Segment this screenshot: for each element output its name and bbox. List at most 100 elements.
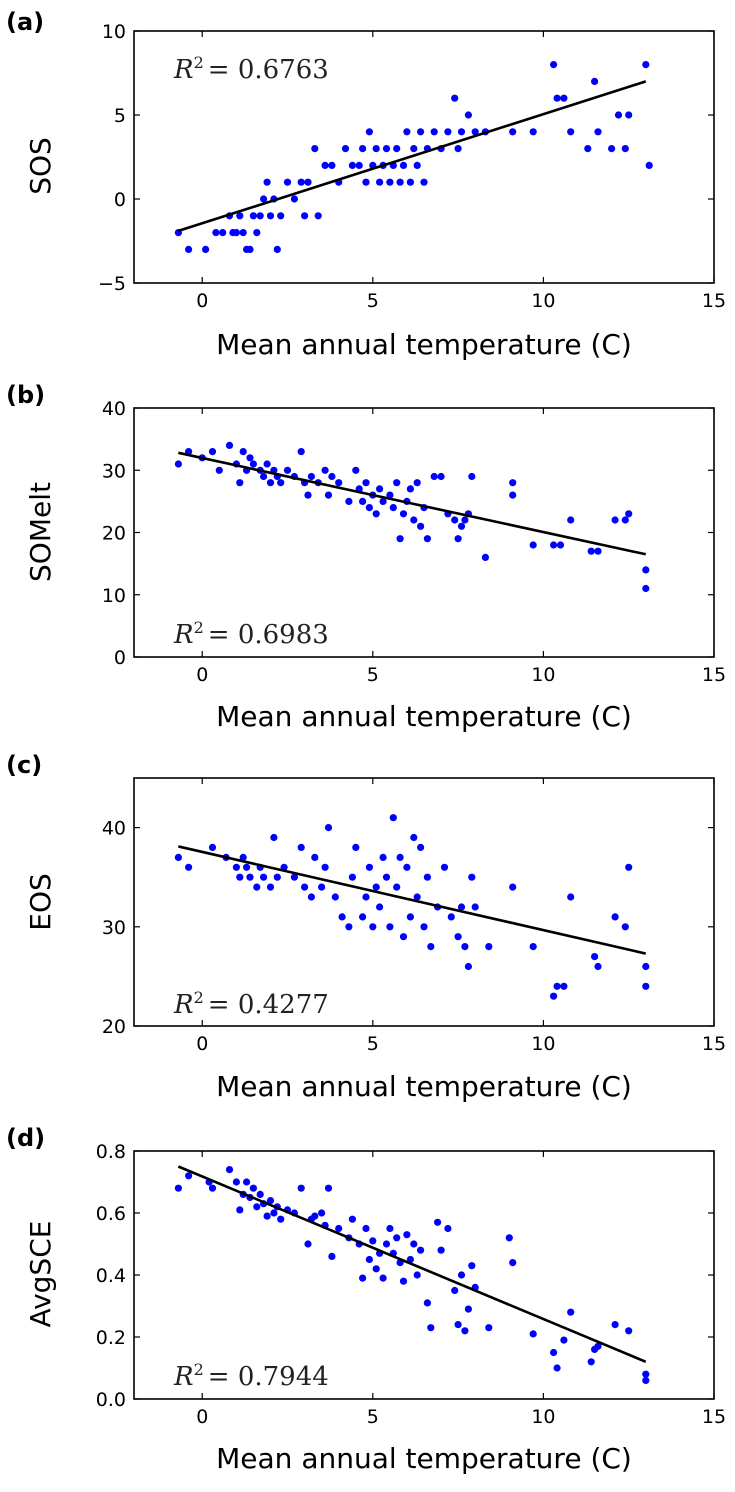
data-point-d [625,1327,633,1335]
data-point-c [464,962,472,971]
data-point-d [427,1324,435,1332]
data-point-c [642,962,650,971]
data-point-d [454,1321,462,1329]
data-point-d [236,1206,244,1214]
data-point-a [386,178,394,186]
y-axis-label-a: SOS [24,137,57,195]
data-point-c [468,873,476,881]
data-point-b [225,441,234,449]
data-point-a [464,111,472,119]
data-point-a [645,161,653,169]
r2-prefix-d: R [173,1362,194,1392]
data-point-a [403,128,411,136]
data-point-c [324,824,333,832]
data-point-b [611,516,619,524]
x-tick-label-a: 0 [196,290,208,312]
data-point-b [481,553,489,562]
data-point-a [567,128,575,136]
data-point-d [318,1209,326,1217]
data-point-b [345,497,353,505]
data-point-d [256,1190,264,1198]
data-point-c [423,873,431,881]
x-tick-label-a: 10 [531,290,555,312]
data-point-d [232,1178,240,1186]
data-point-a [584,145,592,153]
data-point-a [396,178,404,186]
r2-exponent-d: 2 [194,1360,204,1379]
data-point-c [399,933,408,941]
data-point-c [550,992,558,1000]
data-point-a [594,128,602,136]
data-point-b [174,460,182,468]
data-point-a [454,145,462,153]
data-point-c [185,863,193,871]
x-tick-label-c: 0 [196,1033,208,1055]
data-point-a [399,161,408,169]
data-point-a [253,229,261,237]
data-point-a [553,94,561,102]
data-point-a [239,229,247,237]
panel-d: (d) AvgSCE Mean annual temperature (C) R… [6,1124,726,1475]
data-point-b [365,504,373,512]
data-point-d [550,1348,558,1357]
data-point-a [236,212,244,220]
data-point-c [393,883,401,891]
data-point-a [185,245,193,253]
data-point-d [594,1342,602,1350]
x-tick-label-d: 15 [702,1406,726,1428]
data-point-d [464,1305,472,1313]
data-point-b [389,504,397,512]
data-point-d [359,1274,367,1282]
data-point-b [509,479,517,487]
data-point-d [382,1240,391,1248]
x-tick-label-c: 15 [702,1033,726,1055]
data-point-b [410,516,418,524]
data-point-c [461,943,469,951]
x-tick-label-a: 5 [367,290,379,312]
data-point-b [396,535,404,543]
panel-b: (b) SOMelt Mean annual temperature (C) R… [6,381,726,733]
data-point-a [451,94,459,102]
data-point-c [625,863,633,871]
y-tick-label-d: 0.6 [96,1203,126,1225]
data-point-b [236,479,244,487]
data-point-c [331,893,339,901]
data-point-a [341,145,350,153]
data-point-a [290,195,298,203]
data-point-b [335,479,343,487]
data-point-a [413,161,421,169]
data-point-a [393,145,401,153]
regression-line-b [178,451,647,556]
data-point-b [263,460,271,468]
data-point-b [423,535,431,543]
data-point-d [413,1271,421,1279]
data-point-d [324,1184,333,1192]
data-point-b [307,472,315,481]
regression-line-d [177,1165,647,1363]
data-point-d [365,1255,373,1264]
panel-label-d: (d) [6,1124,45,1152]
r2-annotation-b: R2 = 0.6983 [173,618,329,650]
x-tick-label-b: 15 [702,664,726,686]
data-point-b [372,510,380,518]
x-tick-label-c: 5 [367,1033,379,1055]
data-point-d [457,1271,466,1279]
data-point-a [328,161,336,169]
data-point-d [468,1262,476,1270]
data-point-c [359,913,367,921]
data-point-b [587,547,595,555]
data-point-a [321,161,329,169]
data-point-b [208,448,217,456]
data-point-c [338,913,346,921]
data-point-c [447,913,455,921]
data-point-a [457,128,466,136]
data-point-d [485,1324,493,1332]
data-point-a [311,145,319,153]
data-point-b [379,497,387,505]
y-tick-label-a: 10 [102,21,126,43]
x-tick-label-b: 5 [367,664,379,686]
x-tick-label-d: 10 [531,1406,555,1428]
x-tick-label-d: 0 [196,1406,208,1428]
data-point-d [553,1364,561,1372]
data-point-d [266,1197,275,1205]
